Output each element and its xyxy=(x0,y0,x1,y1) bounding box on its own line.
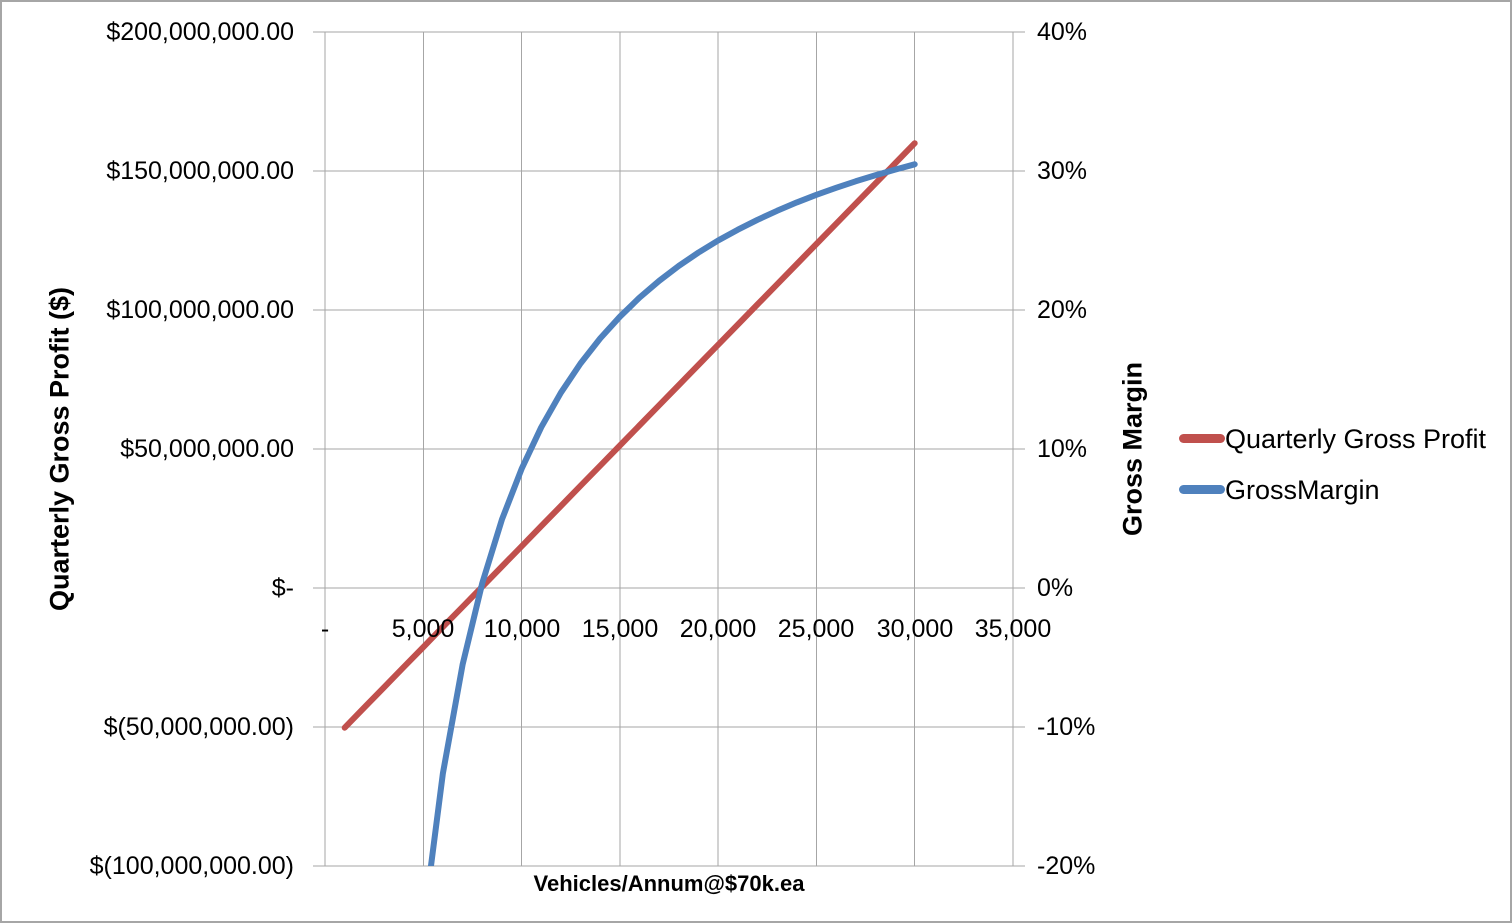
y-right-tick-label: 30% xyxy=(1037,157,1088,185)
y-right-tick-label: -10% xyxy=(1037,713,1096,741)
y-right-axis-title: Gross Margin xyxy=(1117,361,1148,537)
x-tick-label: 25,000 xyxy=(777,615,855,643)
x-tick-label: 35,000 xyxy=(974,615,1052,643)
x-axis-title: Vehicles/Annum@$70k.ea xyxy=(533,871,805,896)
legend-item-quarterly-gross-profit[interactable]: Quarterly Gross Profit xyxy=(1179,413,1486,464)
y-left-tick-label: $(50,000,000.00) xyxy=(103,713,294,741)
y-right-tick-label: 40% xyxy=(1037,18,1088,46)
series-line-grossmargin[interactable] xyxy=(345,161,918,923)
y-right-tick-label: -20% xyxy=(1037,852,1096,880)
legend-item-grossmargin[interactable]: GrossMargin xyxy=(1179,464,1486,515)
legend-swatch-red-line-icon xyxy=(1179,434,1225,443)
x-tick-label: 20,000 xyxy=(679,615,757,643)
series-line-quarterly-gross-profit[interactable] xyxy=(341,140,918,731)
y-left-axis-title: Quarterly Gross Profit ($) xyxy=(44,286,75,612)
y-left-tick-label: $100,000,000.00 xyxy=(106,296,294,324)
y-left-tick-label: $- xyxy=(271,574,294,602)
x-tick-label: - xyxy=(320,615,330,643)
y-left-tick-label: $150,000,000.00 xyxy=(106,157,294,185)
y-right-tick-label: 0% xyxy=(1037,574,1074,602)
y-left-tick-label: $50,000,000.00 xyxy=(120,435,294,463)
legend: Quarterly Gross Profit GrossMargin xyxy=(1179,413,1486,515)
x-tick-label: 10,000 xyxy=(483,615,561,643)
x-tick-label: 30,000 xyxy=(876,615,954,643)
legend-label: Quarterly Gross Profit xyxy=(1225,423,1487,454)
y-right-tick-label: 20% xyxy=(1037,296,1088,324)
y-left-tick-label: $200,000,000.00 xyxy=(106,18,294,46)
legend-label: GrossMargin xyxy=(1225,474,1380,505)
legend-swatch-blue-line-icon xyxy=(1179,485,1225,494)
y-right-tick-label: 10% xyxy=(1037,435,1088,463)
x-tick-label: 15,000 xyxy=(581,615,659,643)
y-left-tick-label: $(100,000,000.00) xyxy=(89,852,294,880)
x-tick-label: 5,000 xyxy=(391,615,455,643)
